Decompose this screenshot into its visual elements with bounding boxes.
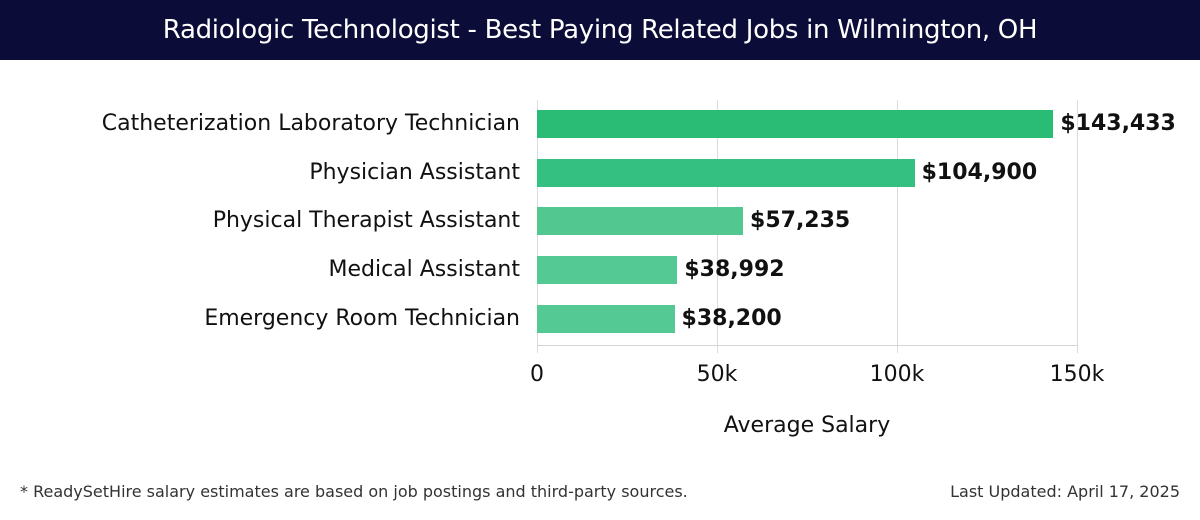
chart-header: Radiologic Technologist - Best Paying Re… xyxy=(0,0,1200,60)
bar xyxy=(537,207,744,235)
bar-value-label: $57,235 xyxy=(750,208,851,233)
category-label: Physician Assistant xyxy=(309,160,520,185)
bar-value-label: $38,992 xyxy=(684,257,785,282)
bar xyxy=(537,110,1054,138)
x-axis-line xyxy=(537,345,1078,346)
x-tick-label: 50k xyxy=(696,362,738,387)
bar-value-label: $143,433 xyxy=(1060,111,1176,136)
bar xyxy=(537,305,675,333)
category-label: Physical Therapist Assistant xyxy=(212,208,520,233)
last-updated: Last Updated: April 17, 2025 xyxy=(950,482,1180,501)
bar xyxy=(537,256,678,284)
category-label: Emergency Room Technician xyxy=(204,306,520,331)
x-tick-label: 100k xyxy=(869,362,925,387)
x-tick-label: 150k xyxy=(1049,362,1105,387)
gridline xyxy=(1077,100,1078,353)
gridline xyxy=(897,100,898,353)
bar-value-label: $38,200 xyxy=(681,306,782,331)
category-label: Catheterization Laboratory Technician xyxy=(101,111,520,136)
bar-value-label: $104,900 xyxy=(921,160,1038,185)
category-label: Medical Assistant xyxy=(328,257,520,282)
x-axis-label: Average Salary xyxy=(723,413,891,438)
chart-title: Radiologic Technologist - Best Paying Re… xyxy=(162,15,1038,45)
x-tick-label: 0 xyxy=(530,362,544,387)
footer-note: * ReadySetHire salary estimates are base… xyxy=(20,482,688,501)
plot-area: $143,433 $104,900 $57,235 $38,992 $38,200 xyxy=(537,100,1176,353)
bar xyxy=(537,159,915,187)
